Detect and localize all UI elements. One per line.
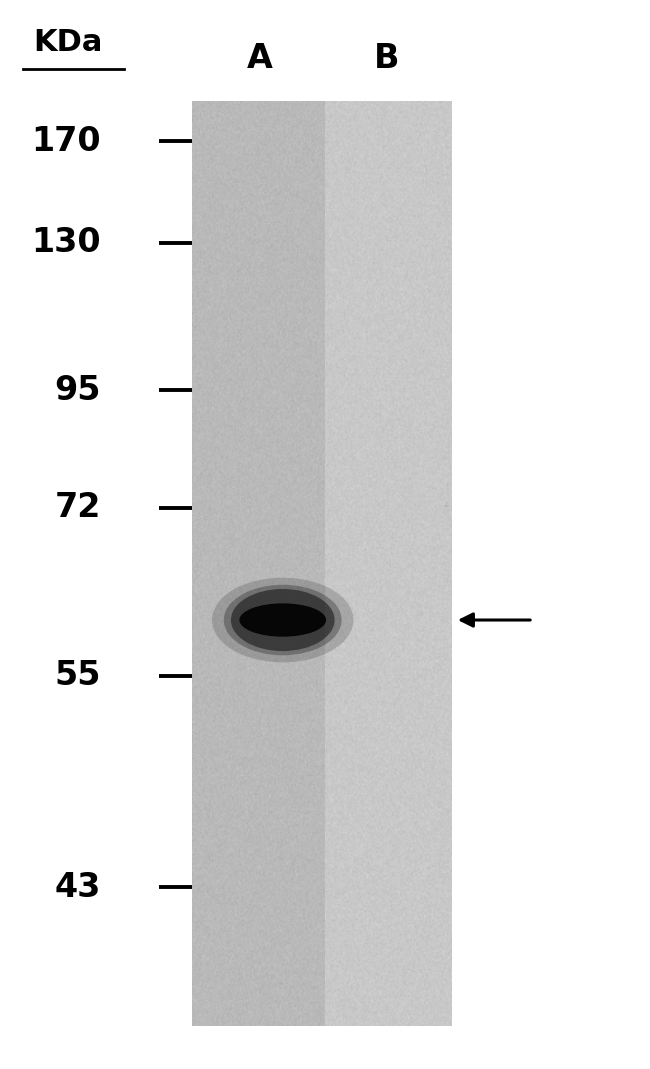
Text: 55: 55 (54, 660, 101, 692)
Ellipse shape (239, 603, 326, 637)
Text: 43: 43 (55, 871, 101, 903)
Text: KDa: KDa (34, 28, 103, 58)
Text: 170: 170 (31, 125, 101, 157)
Text: A: A (247, 43, 273, 75)
Ellipse shape (231, 589, 335, 651)
Text: 95: 95 (54, 374, 101, 406)
Text: 72: 72 (55, 492, 101, 524)
Text: B: B (374, 43, 400, 75)
Ellipse shape (212, 577, 354, 663)
Ellipse shape (224, 585, 342, 655)
Text: 130: 130 (31, 227, 101, 259)
